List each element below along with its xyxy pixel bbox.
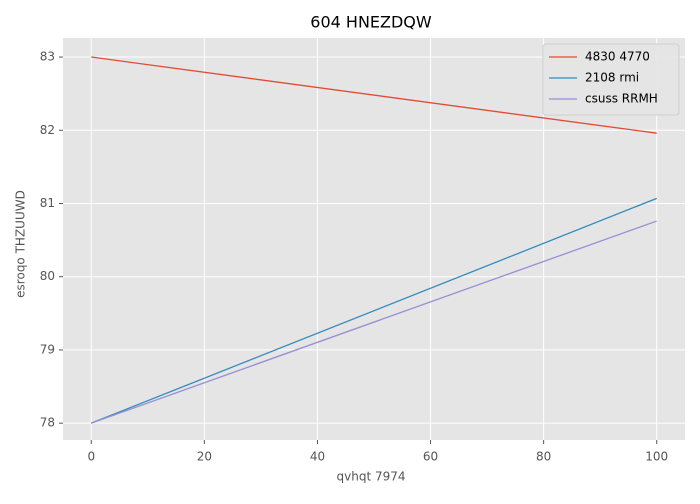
data-line [91, 56, 657, 134]
legend-label: 4830 4770 [585, 50, 650, 64]
data-line [91, 220, 657, 424]
legend-label: 2108 rmi [585, 71, 639, 85]
y-tick-label: 79 [40, 342, 55, 356]
x-tick-label: 40 [310, 450, 325, 464]
y-tick-label: 78 [40, 416, 55, 430]
y-tick-label: 83 [40, 50, 55, 64]
y-tick-label: 82 [40, 123, 55, 137]
legend: 4830 4770 2108 rmi csuss RRMH [542, 43, 680, 116]
x-tick-label: 60 [423, 450, 438, 464]
y-axis-label: esroqo THZUUWD [14, 190, 28, 298]
x-axis-label: qvhqt 7974 [337, 470, 406, 484]
legend-label: csuss RRMH [585, 92, 658, 106]
grid: 0 20 40 60 80 100 78 79 80 81 82 83 [40, 38, 685, 464]
data-line [91, 197, 657, 424]
y-tick-label: 81 [40, 196, 55, 210]
x-tick-label: 100 [645, 450, 668, 464]
x-tick-label: 20 [197, 450, 212, 464]
lines [91, 56, 657, 424]
legend-box [542, 43, 680, 116]
x-tick-label: 80 [536, 450, 551, 464]
chart-title: 604 HNEZDQW [310, 13, 432, 32]
y-tick-label: 80 [40, 269, 55, 283]
x-tick-label: 0 [87, 450, 95, 464]
